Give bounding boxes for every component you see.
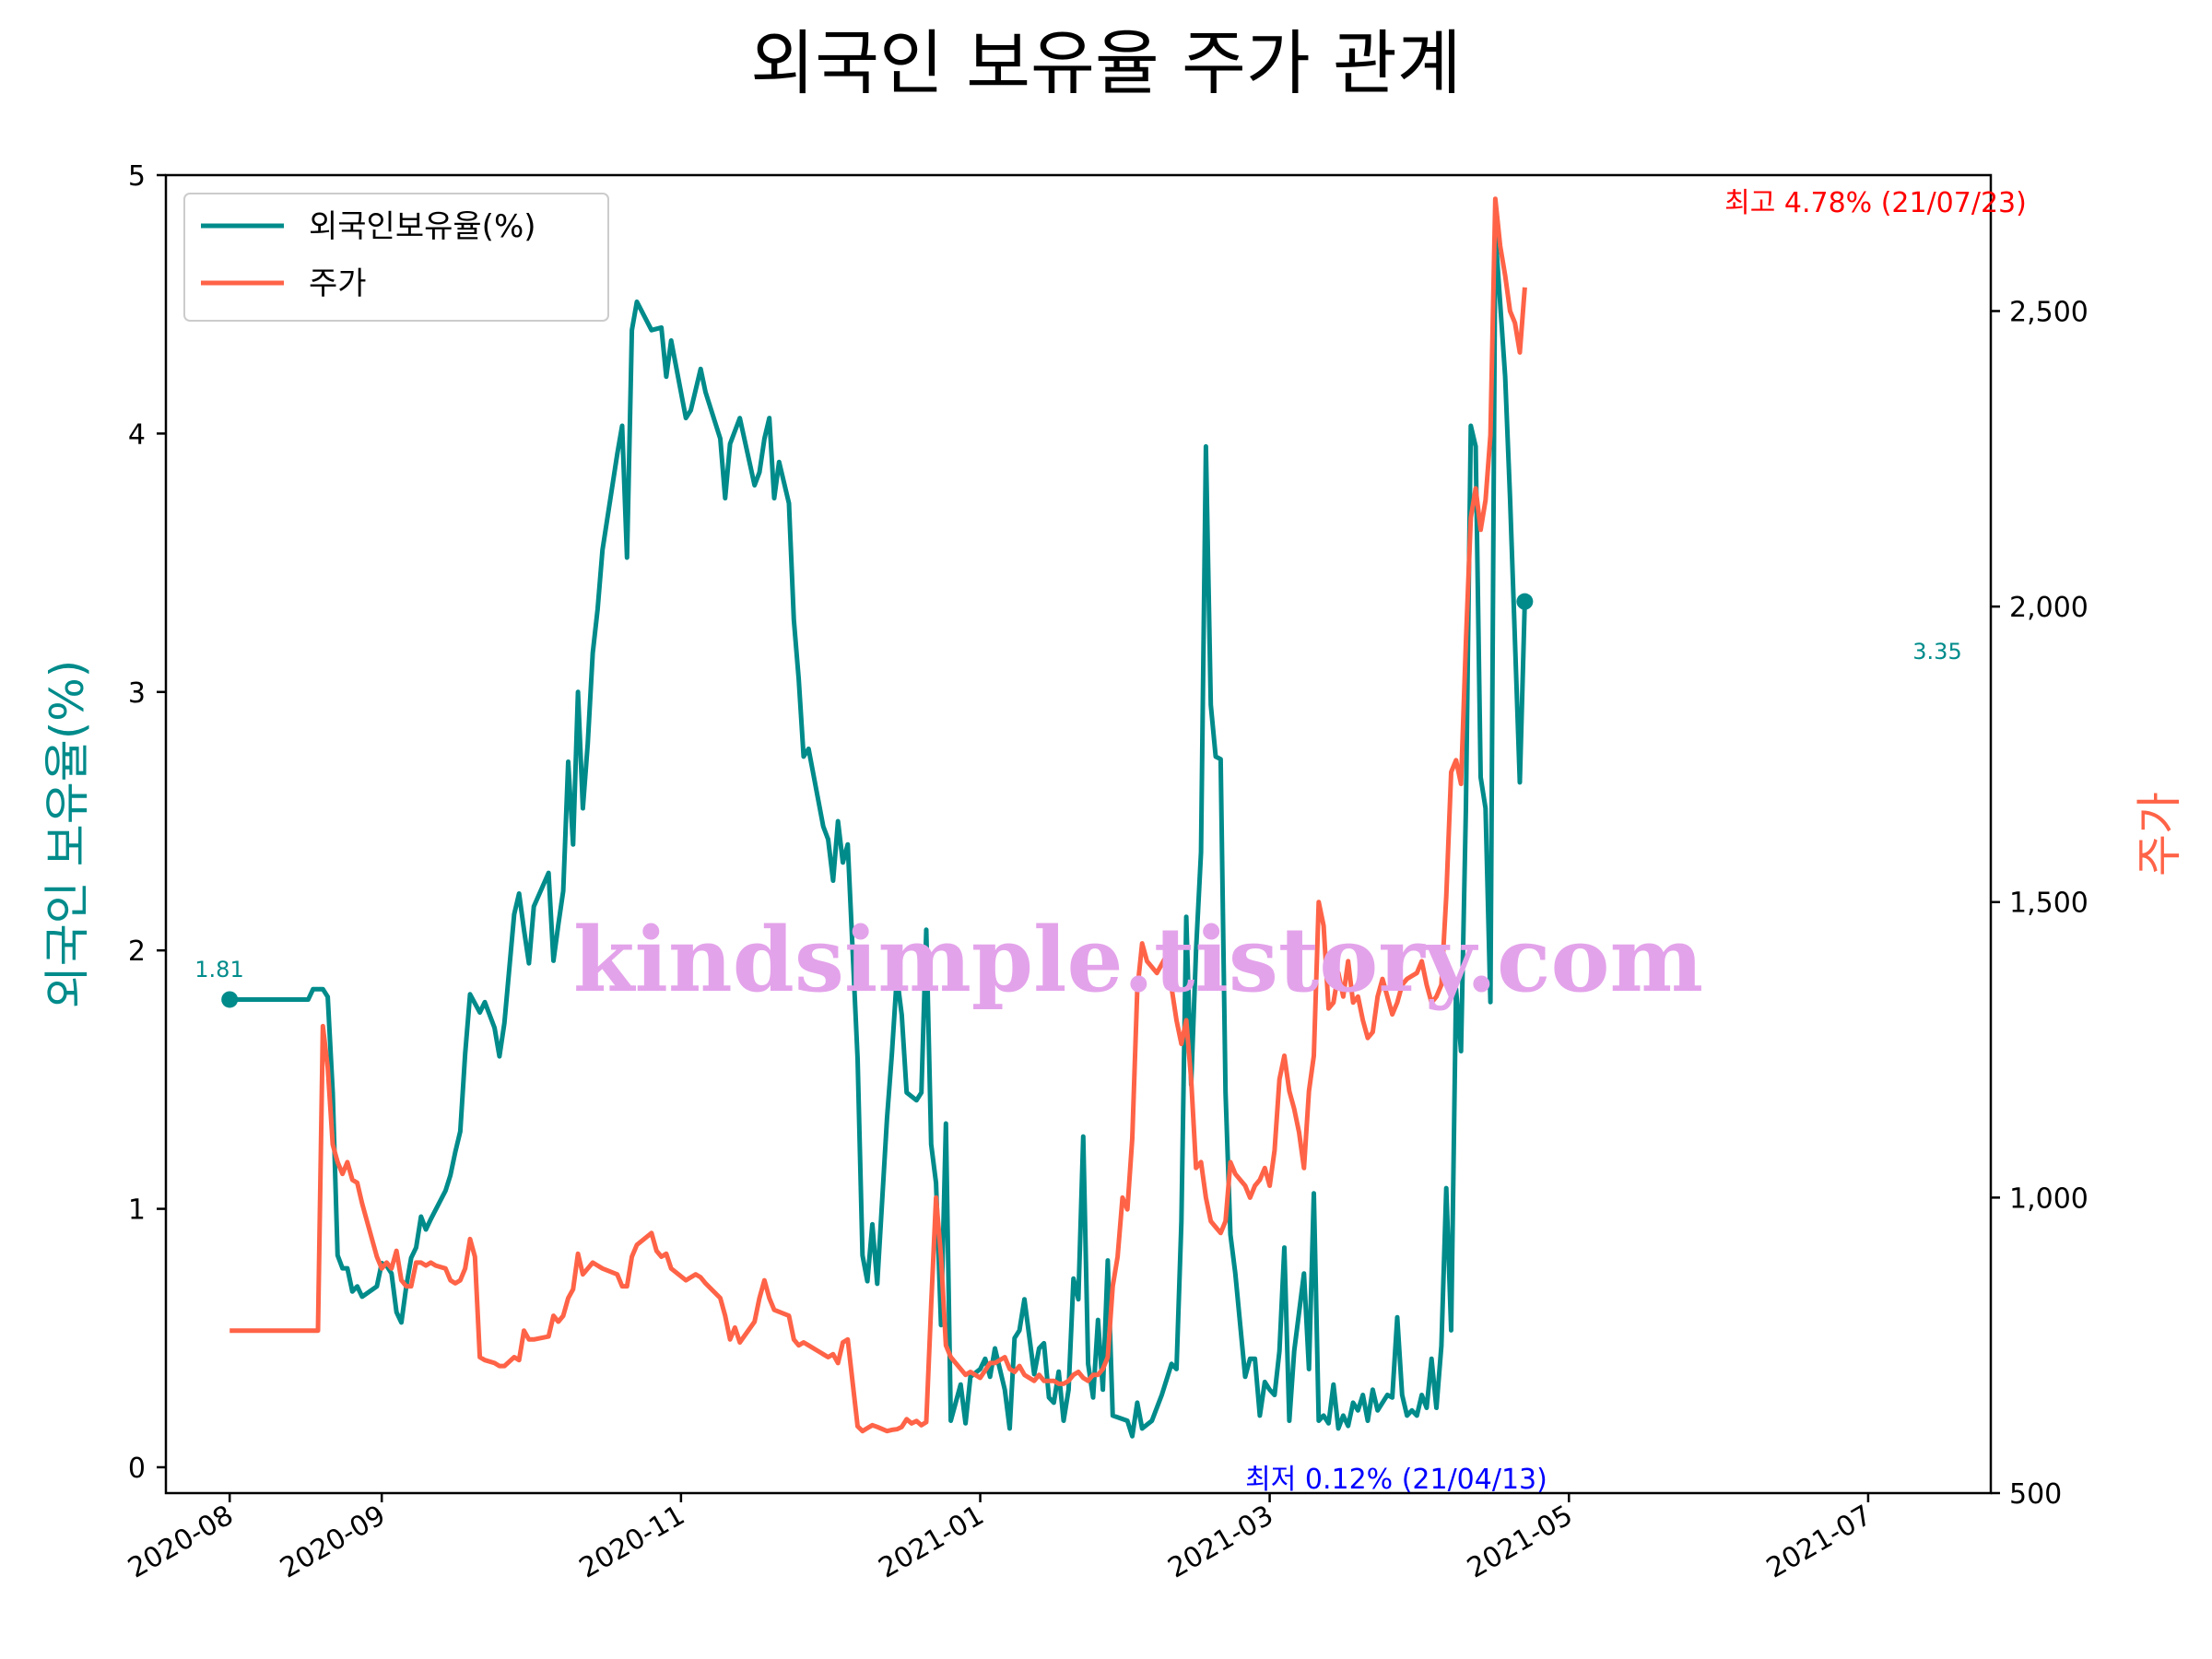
y-right-tick-label-4: 2,500 xyxy=(2009,296,2088,328)
series-line-1 xyxy=(229,196,1527,1434)
chart-title: 외국인 보유율 주가 관계 xyxy=(750,22,1462,104)
y-left-tick-label-0: 0 xyxy=(128,1453,146,1485)
legend-label-foreign-ratio: 외국인보유율(%) xyxy=(309,208,536,245)
start-point-marker xyxy=(221,991,239,1008)
y-left-tick-label-1: 1 xyxy=(128,1194,146,1227)
y-left-axis-label: 외국인 보유율(%) xyxy=(41,660,94,1008)
annotations: 1.81 3.35 최고 4.78% (21/07/23) 최저 0.12% (… xyxy=(194,187,2027,1496)
min-value-annotation: 최저 0.12% (21/04/13) xyxy=(1245,1464,1547,1496)
y-left-tick-label-4: 4 xyxy=(128,418,146,451)
y-right-tick-label-0: 500 xyxy=(2009,1478,2062,1511)
legend-box xyxy=(183,193,609,322)
x-tick-label-5: 2021-05 xyxy=(1462,1500,1578,1585)
y-right-axis-label: 주가 xyxy=(2133,792,2186,877)
x-axis: 2020-08 2020-09 2020-11 2021-01 2021-03 2021-… xyxy=(123,1493,1877,1585)
x-tick-label-1: 2020-09 xyxy=(275,1500,391,1585)
max-value-annotation: 최고 4.78% (21/07/23) xyxy=(1724,187,2027,219)
y-left-tick-label-5: 5 xyxy=(128,160,146,193)
y-right-tick-label-3: 2,000 xyxy=(2009,592,2088,624)
legend: 외국인보유율(%) 주가 xyxy=(183,193,609,322)
end-value-label: 3.35 xyxy=(1912,639,1961,665)
x-tick-label-2: 2020-11 xyxy=(574,1500,690,1585)
y-right-axis: 500 1,000 1,500 2,000 2,500 xyxy=(1991,296,2088,1511)
x-tick-label-3: 2021-01 xyxy=(873,1500,989,1585)
y-right-tick-label-2: 1,500 xyxy=(2009,888,2088,920)
plot-area-frame xyxy=(164,173,1993,1495)
y-left-axis: 0 1 2 3 4 5 xyxy=(128,160,166,1485)
legend-label-price: 주가 xyxy=(309,265,367,302)
y-left-tick-label-3: 3 xyxy=(128,677,146,710)
x-tick-label-4: 2021-03 xyxy=(1163,1500,1279,1585)
series-line-0 xyxy=(229,229,1527,1439)
watermark-text: kindsimple.tistory.com xyxy=(573,908,1703,1012)
x-tick-label-6: 2021-07 xyxy=(1761,1500,1877,1585)
x-tick-label-0: 2020-08 xyxy=(123,1500,239,1585)
end-point-marker xyxy=(1516,593,1534,610)
series-layer xyxy=(221,196,1534,1439)
start-value-label: 1.81 xyxy=(194,957,243,982)
y-left-tick-label-2: 2 xyxy=(128,935,146,968)
y-right-tick-label-1: 1,000 xyxy=(2009,1182,2088,1215)
